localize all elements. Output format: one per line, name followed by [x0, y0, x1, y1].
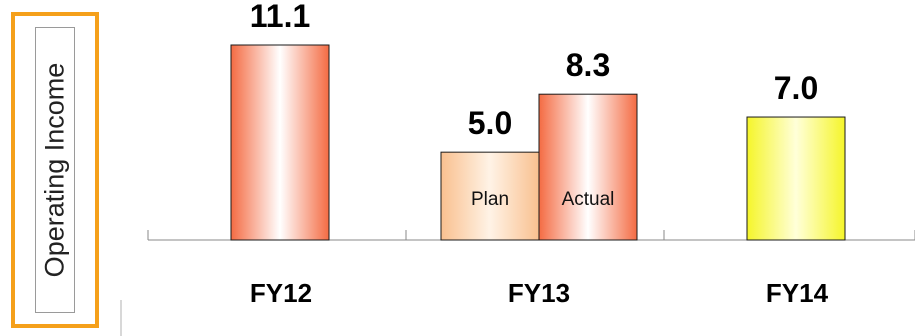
bar-fy13-actual	[538, 93, 638, 241]
y-axis-label-frame: Operating Income	[11, 12, 99, 328]
bar-value-label: 11.1	[250, 0, 311, 34]
y-axis-label-inner-frame	[35, 27, 75, 313]
bar-fy12	[230, 44, 330, 241]
category-label: FY13	[508, 278, 570, 308]
bars-group	[230, 44, 846, 241]
bar-fy14	[746, 116, 846, 241]
category-label: FY14	[766, 278, 829, 308]
bar-inner-label: Plan	[471, 189, 509, 210]
bar-inner-label: Actual	[562, 189, 615, 210]
bar-value-label: 8.3	[566, 47, 610, 83]
decorative-divider	[120, 300, 122, 336]
category-label: FY12	[250, 278, 312, 308]
bar-value-label: 7.0	[774, 70, 818, 106]
bar-value-label: 5.0	[468, 105, 512, 141]
labels-group: 11.1 FY12 5.0 Plan 8.3 Actual FY13 7.0 FY14	[250, 0, 829, 308]
